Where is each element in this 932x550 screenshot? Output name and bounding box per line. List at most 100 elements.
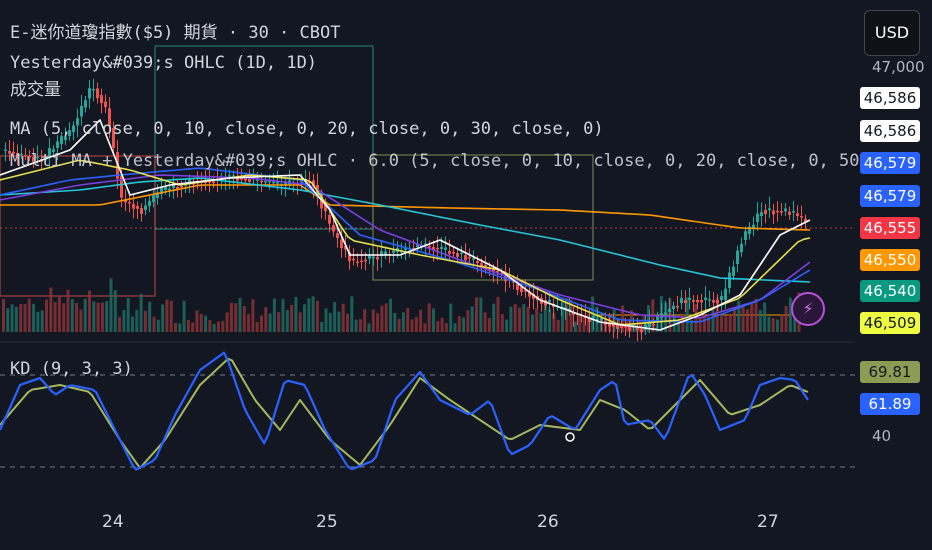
- volume-bar: [750, 302, 754, 332]
- candle-body: [472, 258, 475, 260]
- kd-tick-40: 40: [872, 427, 892, 445]
- volume-bar: [358, 319, 362, 332]
- candle-body: [740, 243, 743, 252]
- volume-bar: [264, 307, 268, 332]
- volume-bar: [131, 316, 134, 332]
- volume-bar: [298, 312, 302, 332]
- candle-body: [736, 250, 739, 264]
- candle-body: [360, 260, 363, 263]
- volume-bar: [763, 302, 767, 332]
- candle-body: [60, 136, 63, 144]
- candle-body: [380, 251, 383, 256]
- volume-bar: [573, 321, 577, 332]
- volume-bar: [139, 293, 143, 332]
- volume-bar: [341, 303, 345, 332]
- ma30-line: [0, 167, 811, 323]
- volume-bar: [135, 309, 139, 332]
- candle-body: [716, 300, 719, 304]
- volume-bar: [19, 304, 23, 332]
- candle-body: [792, 210, 795, 213]
- volume-bar: [27, 298, 31, 332]
- candle-body: [760, 212, 763, 216]
- currency-button[interactable]: USD: [864, 10, 920, 56]
- candle-body: [608, 322, 611, 327]
- candle-body: [712, 300, 715, 303]
- volume-bar: [419, 309, 423, 332]
- candle-body: [624, 326, 627, 328]
- price-label-badge: 46,555: [860, 217, 920, 239]
- candle-body: [104, 101, 107, 108]
- lightning-icon[interactable]: ⚡: [791, 292, 825, 326]
- volume-bar: [401, 312, 405, 332]
- ohlc-box-1: [154, 45, 374, 230]
- volume-bar: [432, 308, 435, 332]
- candle-body: [384, 251, 387, 255]
- volume-bar: [423, 323, 427, 332]
- volume-bar: [371, 309, 375, 332]
- volume-bar: [647, 305, 650, 332]
- candle-body: [452, 252, 455, 254]
- candle-body: [640, 329, 643, 333]
- volume-bar: [466, 310, 470, 332]
- price-label-badge: 46,586: [860, 87, 920, 109]
- candle-body: [440, 246, 443, 249]
- volume-bar: [105, 301, 109, 332]
- candle-body: [596, 318, 599, 321]
- volume-bar: [311, 296, 315, 332]
- candle-body: [108, 108, 111, 127]
- volume-bar: [561, 298, 564, 332]
- candle-body: [92, 88, 95, 91]
- volume-bar: [483, 312, 487, 332]
- candle-body: [24, 155, 27, 157]
- volume-bar: [182, 300, 186, 332]
- candle-body: [620, 325, 623, 328]
- candle-body: [176, 187, 179, 190]
- volume-bar: [733, 307, 736, 332]
- candle-body: [132, 204, 135, 209]
- volume-bar: [92, 301, 96, 332]
- volume-bar: [208, 320, 212, 332]
- candle-body: [568, 308, 571, 312]
- volume-bar: [36, 311, 40, 332]
- volume-bar: [715, 297, 719, 332]
- volume-bar: [556, 320, 560, 332]
- candle-body: [732, 266, 735, 276]
- candle-body: [616, 324, 619, 329]
- candle-body: [524, 290, 527, 292]
- candle-body: [636, 328, 639, 330]
- volume-bar: [380, 305, 384, 332]
- candle-body: [160, 186, 163, 194]
- candle-body: [744, 231, 747, 240]
- candle-body: [220, 177, 223, 180]
- candle-body: [516, 284, 519, 291]
- volume-bar: [444, 323, 448, 332]
- candle-body: [528, 292, 531, 297]
- candle-body: [724, 288, 727, 300]
- candle-body: [144, 205, 147, 210]
- volume-bar: [634, 323, 638, 332]
- candle-body: [16, 153, 19, 157]
- candle-body: [348, 252, 351, 262]
- candle-body: [784, 208, 787, 212]
- candle-body: [64, 136, 67, 140]
- candle-body: [124, 200, 127, 203]
- volume-bar: [255, 322, 259, 332]
- candle-body: [356, 261, 359, 264]
- volume-bar: [685, 297, 689, 332]
- volume-bar: [324, 308, 328, 332]
- volume-bar: [83, 298, 87, 332]
- volume-bar: [195, 310, 199, 332]
- candle-body: [456, 253, 459, 257]
- candle-body: [720, 296, 723, 300]
- volume-bar: [513, 304, 517, 332]
- volume-bar: [724, 316, 728, 332]
- candle-body: [520, 287, 523, 293]
- volume-bar: [376, 313, 380, 332]
- volume-bar: [367, 323, 371, 332]
- volume-bar: [272, 298, 276, 332]
- volume-bar: [569, 299, 573, 332]
- volume-bar: [500, 314, 504, 332]
- volume-bar: [251, 299, 255, 332]
- candle-body: [340, 239, 343, 249]
